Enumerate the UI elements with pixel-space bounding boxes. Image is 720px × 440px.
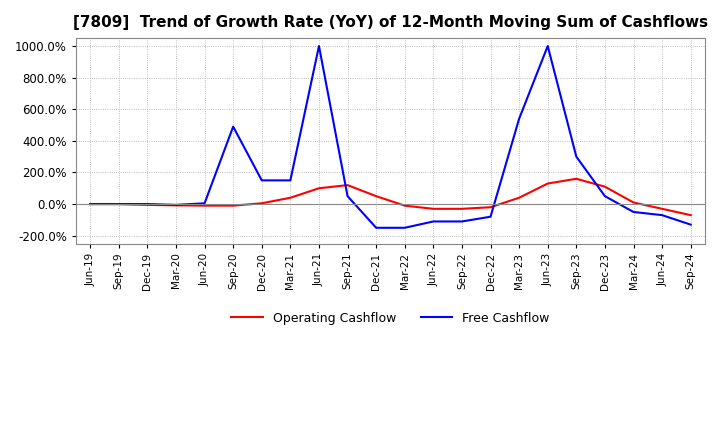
- Free Cashflow: [114, 202, 123, 207]
- Operating Cashflow: [572, 176, 580, 181]
- Title: [7809]  Trend of Growth Rate (YoY) of 12-Month Moving Sum of Cashflows: [7809] Trend of Growth Rate (YoY) of 12-…: [73, 15, 708, 30]
- Free Cashflow: [429, 219, 438, 224]
- Free Cashflow: [600, 194, 609, 199]
- Operating Cashflow: [400, 203, 409, 208]
- Free Cashflow: [629, 209, 638, 215]
- Free Cashflow: [315, 44, 323, 49]
- Legend: Operating Cashflow, Free Cashflow: Operating Cashflow, Free Cashflow: [226, 307, 554, 330]
- Free Cashflow: [343, 194, 352, 199]
- Free Cashflow: [258, 178, 266, 183]
- Operating Cashflow: [372, 194, 380, 199]
- Free Cashflow: [200, 201, 209, 206]
- Free Cashflow: [86, 202, 94, 207]
- Free Cashflow: [515, 116, 523, 121]
- Operating Cashflow: [515, 195, 523, 200]
- Operating Cashflow: [600, 184, 609, 189]
- Operating Cashflow: [114, 202, 123, 207]
- Line: Free Cashflow: Free Cashflow: [90, 46, 690, 228]
- Free Cashflow: [686, 222, 695, 227]
- Free Cashflow: [458, 219, 467, 224]
- Free Cashflow: [572, 154, 580, 159]
- Operating Cashflow: [258, 201, 266, 206]
- Free Cashflow: [171, 202, 180, 208]
- Operating Cashflow: [86, 202, 94, 207]
- Free Cashflow: [143, 202, 152, 207]
- Operating Cashflow: [544, 181, 552, 186]
- Operating Cashflow: [486, 205, 495, 210]
- Operating Cashflow: [429, 206, 438, 212]
- Free Cashflow: [544, 44, 552, 49]
- Operating Cashflow: [200, 203, 209, 208]
- Operating Cashflow: [171, 203, 180, 208]
- Free Cashflow: [372, 225, 380, 231]
- Free Cashflow: [400, 225, 409, 231]
- Operating Cashflow: [458, 206, 467, 212]
- Operating Cashflow: [315, 186, 323, 191]
- Operating Cashflow: [686, 213, 695, 218]
- Free Cashflow: [486, 214, 495, 220]
- Operating Cashflow: [229, 203, 238, 208]
- Operating Cashflow: [343, 183, 352, 188]
- Line: Operating Cashflow: Operating Cashflow: [90, 179, 690, 215]
- Free Cashflow: [286, 178, 294, 183]
- Operating Cashflow: [286, 195, 294, 200]
- Operating Cashflow: [658, 206, 667, 212]
- Free Cashflow: [658, 213, 667, 218]
- Operating Cashflow: [143, 202, 152, 208]
- Operating Cashflow: [629, 200, 638, 205]
- Free Cashflow: [229, 124, 238, 129]
